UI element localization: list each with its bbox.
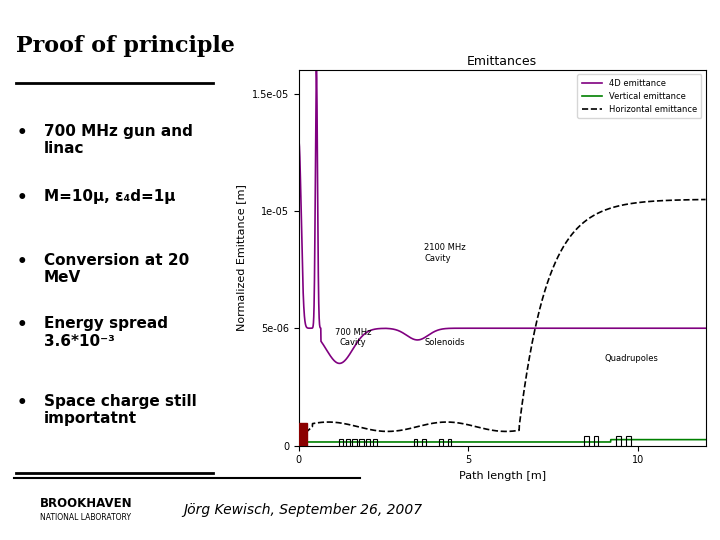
- Bar: [359, 439, 364, 446]
- Bar: [414, 439, 418, 446]
- Bar: [448, 439, 451, 446]
- Text: 2100 MHz
Cavity: 2100 MHz Cavity: [424, 244, 466, 263]
- 4D emittance: [701, 325, 710, 332]
- Bar: [422, 439, 426, 446]
- 4D emittance: [466, 325, 474, 332]
- Text: Space charge still
importatnt: Space charge still importatnt: [44, 394, 197, 426]
- Horizontal emittance: [669, 197, 678, 204]
- Bar: [439, 439, 443, 446]
- Vertical emittance: [606, 436, 615, 443]
- Title: Emittances: Emittances: [467, 55, 537, 68]
- Text: •: •: [17, 394, 27, 411]
- X-axis label: Path length [m]: Path length [m]: [459, 471, 546, 481]
- Bar: [584, 436, 589, 446]
- 4D emittance: [294, 137, 303, 144]
- Text: 700 MHz gun and
linac: 700 MHz gun and linac: [44, 124, 193, 156]
- Horizontal emittance: [701, 196, 710, 202]
- Text: M=10μ, ε₄d=1μ: M=10μ, ε₄d=1μ: [44, 190, 175, 205]
- Line: Horizontal emittance: Horizontal emittance: [299, 199, 706, 438]
- Vertical emittance: [465, 438, 474, 445]
- 4D emittance: [669, 325, 678, 332]
- Line: Vertical emittance: Vertical emittance: [299, 440, 706, 442]
- Bar: [373, 439, 377, 446]
- Horizontal emittance: [465, 422, 474, 428]
- 4D emittance: [590, 325, 599, 332]
- Text: BROOKHAVEN: BROOKHAVEN: [40, 497, 132, 510]
- Vertical emittance: [469, 438, 477, 445]
- Text: •: •: [17, 190, 27, 207]
- Vertical emittance: [487, 438, 496, 445]
- Vertical emittance: [689, 436, 698, 443]
- Horizontal emittance: [689, 197, 698, 203]
- Text: Proof of principle: Proof of principle: [17, 35, 235, 57]
- 4D emittance: [469, 325, 477, 332]
- Text: Jörg Kewisch, September 26, 2007: Jörg Kewisch, September 26, 2007: [183, 503, 422, 517]
- 4D emittance: [336, 360, 344, 367]
- Text: •: •: [17, 316, 27, 334]
- Text: Conversion at 20
MeV: Conversion at 20 MeV: [44, 253, 189, 285]
- Horizontal emittance: [294, 435, 303, 442]
- Text: Energy spread
3.6*10⁻³: Energy spread 3.6*10⁻³: [44, 316, 168, 349]
- 4D emittance: [488, 325, 497, 332]
- Text: Quadrupoles: Quadrupoles: [604, 354, 658, 363]
- Vertical emittance: [590, 438, 598, 445]
- Bar: [366, 439, 370, 446]
- Bar: [626, 436, 631, 446]
- Vertical emittance: [294, 438, 303, 445]
- Bar: [339, 439, 343, 446]
- 4D emittance: [689, 325, 698, 332]
- Vertical emittance: [669, 436, 678, 443]
- Y-axis label: Normalized Emittance [m]: Normalized Emittance [m]: [236, 185, 246, 331]
- Vertical emittance: [701, 436, 710, 443]
- Horizontal emittance: [590, 212, 598, 218]
- Text: •: •: [17, 253, 27, 271]
- Horizontal emittance: [469, 423, 477, 429]
- Bar: [594, 436, 598, 446]
- Bar: [616, 436, 621, 446]
- Line: 4D emittance: 4D emittance: [299, 70, 706, 363]
- 4D emittance: [312, 67, 320, 73]
- Text: 700 MHz
Cavity: 700 MHz Cavity: [335, 328, 372, 347]
- Text: •: •: [17, 124, 27, 141]
- Horizontal emittance: [487, 427, 496, 434]
- Bar: [352, 439, 357, 446]
- Bar: [300, 422, 307, 446]
- Text: NATIONAL LABORATORY: NATIONAL LABORATORY: [40, 513, 130, 522]
- Bar: [346, 439, 350, 446]
- Text: Solenoids: Solenoids: [424, 338, 465, 347]
- Legend: 4D emittance, Vertical emittance, Horizontal emittance: 4D emittance, Vertical emittance, Horizo…: [577, 75, 701, 118]
